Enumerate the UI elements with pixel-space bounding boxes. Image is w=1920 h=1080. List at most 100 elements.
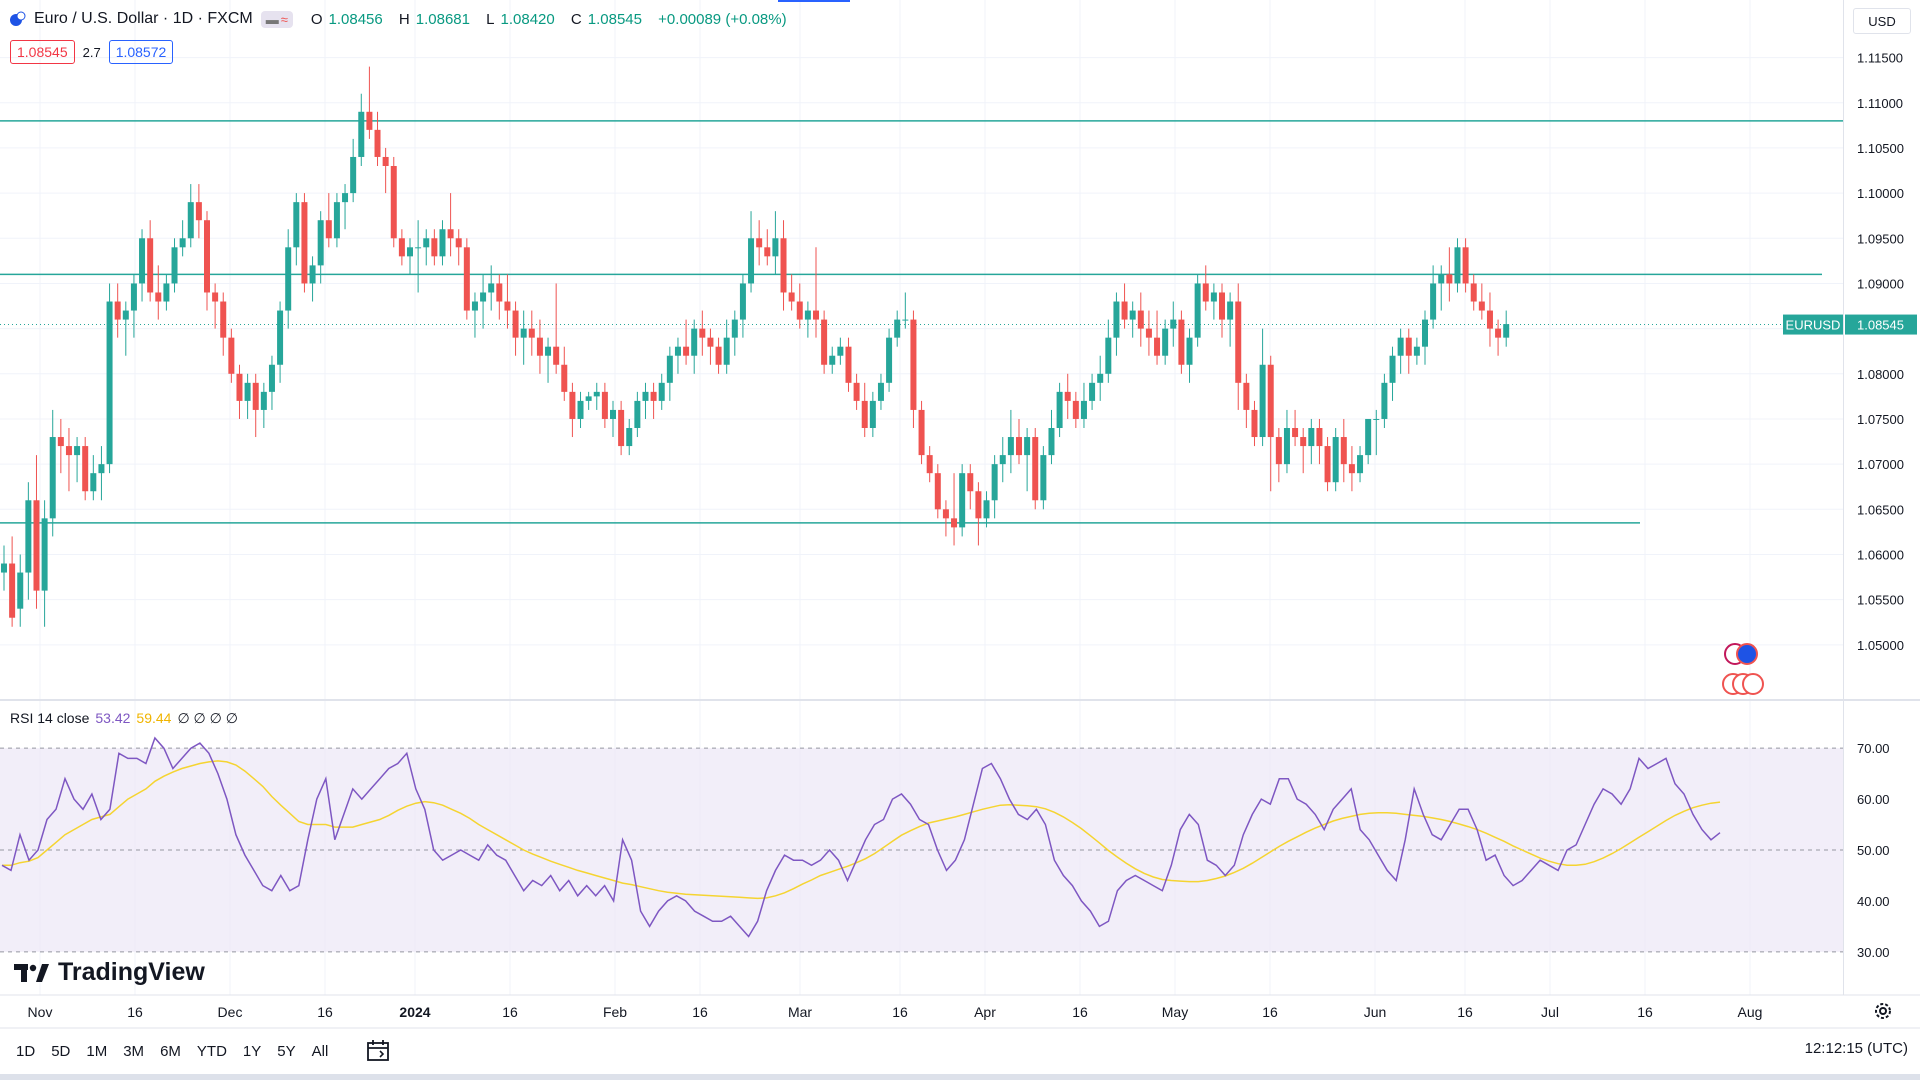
candle: [33, 455, 40, 609]
candle-body: [804, 310, 811, 320]
rsi-axis[interactable]: 70.00 60.00 50.00 40.00 30.00: [1857, 741, 1890, 960]
candle-body: [488, 283, 495, 293]
candle-body: [17, 572, 24, 609]
compare-toggle[interactable]: ▬ ≈: [260, 10, 293, 28]
candle-body: [1170, 319, 1177, 329]
candle-body: [999, 455, 1006, 465]
tradingview-logo[interactable]: TradingView: [14, 958, 205, 987]
rsi-value: 53.42: [95, 710, 131, 726]
range-1y[interactable]: 1Y: [242, 1042, 262, 1060]
candle-body: [894, 319, 901, 338]
candle: [1486, 292, 1493, 347]
candle: [1462, 238, 1469, 293]
candle-body: [764, 247, 771, 257]
candle: [1470, 274, 1477, 311]
candle-body: [1438, 274, 1445, 284]
candle: [707, 328, 714, 365]
range-1m[interactable]: 1M: [86, 1042, 108, 1060]
candle-body: [1300, 437, 1307, 447]
buy-price-button[interactable]: 1.08572: [108, 40, 174, 64]
candle-body: [1422, 319, 1428, 347]
candle-body: [967, 473, 974, 492]
currency-button[interactable]: USD: [1853, 8, 1911, 34]
candle: [1040, 446, 1047, 510]
candlestick-series[interactable]: [1, 66, 1510, 627]
open-value: 1.08456: [328, 10, 383, 28]
candle: [699, 310, 706, 356]
candle: [382, 147, 389, 194]
candle-body: [179, 238, 186, 248]
range-6m[interactable]: 6M: [160, 1042, 181, 1060]
candle-body: [1089, 382, 1096, 401]
time-axis-label: Apr: [974, 1004, 996, 1020]
candle: [1283, 409, 1290, 474]
quote-panel: 1.08545 2.7 1.08572: [10, 40, 174, 64]
candle-body: [853, 382, 860, 401]
candle: [959, 464, 966, 537]
candle: [796, 283, 803, 329]
candle-body: [187, 202, 194, 239]
candle: [642, 382, 649, 419]
candle: [82, 437, 89, 501]
range-ytd[interactable]: YTD: [196, 1042, 227, 1060]
calendar-range-icon[interactable]: [366, 1040, 390, 1062]
time-axis-label: 16: [317, 1004, 333, 1020]
candle-body: [463, 247, 470, 311]
candle: [731, 310, 738, 356]
candle-body: [65, 446, 72, 456]
price-axis-label: 1.07500: [1857, 412, 1904, 427]
candle-body: [1389, 355, 1396, 383]
economic-event-flags-icon[interactable]: [1705, 640, 1765, 700]
settings-gear-icon[interactable]: [1872, 1000, 1894, 1022]
candle: [171, 238, 178, 293]
candle-body: [845, 346, 852, 383]
candle: [837, 337, 844, 365]
candle-body: [1454, 247, 1461, 284]
candle: [813, 247, 819, 338]
sell-price-button[interactable]: 1.08545: [10, 40, 75, 64]
symbol-title[interactable]: Euro / U.S. Dollar · 1D · FXCM: [34, 10, 253, 27]
candle-body: [1178, 319, 1185, 365]
candle-body: [1332, 437, 1339, 483]
time-axis-label: Jun: [1364, 1004, 1387, 1020]
range-5y[interactable]: 5Y: [277, 1042, 296, 1060]
candle: [1495, 319, 1502, 356]
candle-body: [82, 446, 89, 492]
candle-body: [1227, 301, 1234, 320]
candle: [342, 184, 349, 230]
candle-body: [1210, 292, 1217, 302]
candle: [212, 283, 219, 329]
candle-body: [780, 238, 787, 293]
candle-body: [634, 400, 641, 428]
range-all[interactable]: All: [311, 1042, 329, 1060]
candle-body: [1308, 428, 1315, 447]
candle: [1024, 428, 1031, 492]
range-5d[interactable]: 5D: [51, 1042, 71, 1060]
symbol-header[interactable]: Euro / U.S. Dollar · 1D · FXCM ▬ ≈ O 1.084…: [10, 6, 793, 32]
candle: [975, 482, 982, 546]
range-3m[interactable]: 3M: [123, 1042, 145, 1060]
utc-clock[interactable]: 12:12:15 (UTC): [1804, 1040, 1908, 1057]
candle: [155, 265, 162, 320]
candle-body: [837, 346, 844, 356]
candle-body: [674, 346, 681, 356]
price-axis[interactable]: 1.11500 1.11000 1.10500 1.10000 1.09500 1.090…: [1857, 51, 1904, 653]
range-1d[interactable]: 1D: [16, 1042, 36, 1060]
candle-body: [155, 292, 162, 302]
candle: [553, 283, 560, 374]
candle-body: [1219, 292, 1225, 320]
rsi-legend[interactable]: RSI 14 close 53.42 59.44 ∅ ∅ ∅ ∅: [10, 710, 238, 727]
candle-body: [1446, 274, 1453, 284]
candle-body: [1072, 400, 1079, 419]
candle-body: [1105, 337, 1112, 374]
candle: [910, 310, 917, 428]
candle-body: [1405, 337, 1412, 356]
candle: [65, 428, 72, 492]
candle: [1316, 418, 1323, 465]
candle-body: [407, 247, 413, 257]
time-axis[interactable]: Nov 16 Dec 16 2024 16 Feb 16 Mar 16 Apr 16 May 16 Jun 1…: [28, 1004, 1763, 1020]
candle-body: [260, 391, 267, 410]
candle-body: [1032, 437, 1039, 501]
candle: [471, 292, 478, 338]
